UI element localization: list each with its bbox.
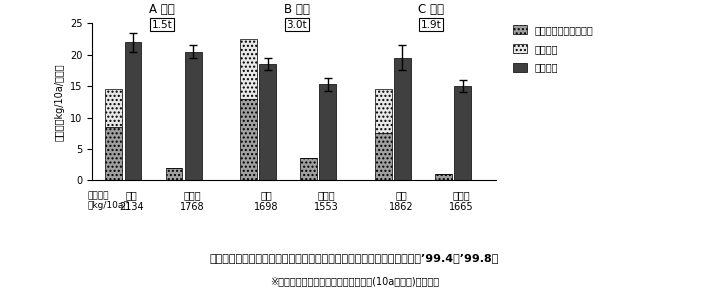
Text: 無肥料: 無肥料	[318, 190, 335, 200]
Bar	[106, 127, 122, 180]
Text: 1698: 1698	[255, 203, 279, 212]
Bar	[394, 58, 411, 180]
Text: ※図中囲み数字は夏作前の堆肥施用量(10a当たり)を示す。: ※図中囲み数字は夏作前の堆肥施用量(10a当たり)を示す。	[270, 276, 439, 286]
Text: A 農家: A 農家	[149, 3, 175, 16]
Text: 図３　農家トウモロコシ栅培畑の窒素収支（宮崎県都城市月野原台地・’99.4～’99.8）: 図３ 農家トウモロコシ栅培畑の窒素収支（宮崎県都城市月野原台地・’99.4～’9…	[210, 253, 499, 262]
Text: 2134: 2134	[120, 203, 144, 212]
Text: C 農家: C 農家	[418, 3, 445, 16]
Text: 無肥料: 無肥料	[183, 190, 201, 200]
Text: 3.0t: 3.0t	[286, 19, 307, 30]
Bar	[240, 39, 257, 99]
Bar	[259, 64, 277, 180]
Legend: 栅培前土壌無機態窒素, 化学肥料, 作物吸収: 栅培前土壌無機態窒素, 化学肥料, 作物吸収	[513, 25, 593, 72]
Text: 慣行: 慣行	[126, 190, 138, 200]
Text: 1.5t: 1.5t	[152, 19, 172, 30]
Text: （kg/10a）: （kg/10a）	[87, 201, 129, 210]
Bar	[435, 174, 452, 180]
Text: 1.9t: 1.9t	[421, 19, 442, 30]
Text: B 農家: B 農家	[284, 3, 310, 16]
Text: 慣行: 慣行	[261, 190, 272, 200]
Bar	[375, 89, 391, 133]
Text: 1862: 1862	[389, 203, 413, 212]
Bar	[454, 86, 471, 180]
Bar	[240, 99, 257, 180]
Bar	[300, 158, 317, 180]
Bar	[320, 84, 336, 180]
Bar	[185, 52, 201, 180]
Bar	[125, 42, 142, 180]
Bar	[375, 133, 391, 180]
Bar	[165, 168, 182, 180]
Y-axis label: 窒素量（kg/10a/作期）: 窒素量（kg/10a/作期）	[55, 63, 65, 141]
Text: 慣行: 慣行	[396, 190, 407, 200]
Text: 無肥料: 無肥料	[452, 190, 470, 200]
Text: 1665: 1665	[449, 203, 474, 212]
Text: 1768: 1768	[179, 203, 204, 212]
Bar	[106, 89, 122, 127]
Text: 1553: 1553	[314, 203, 339, 212]
Text: 举物収量: 举物収量	[87, 192, 109, 200]
